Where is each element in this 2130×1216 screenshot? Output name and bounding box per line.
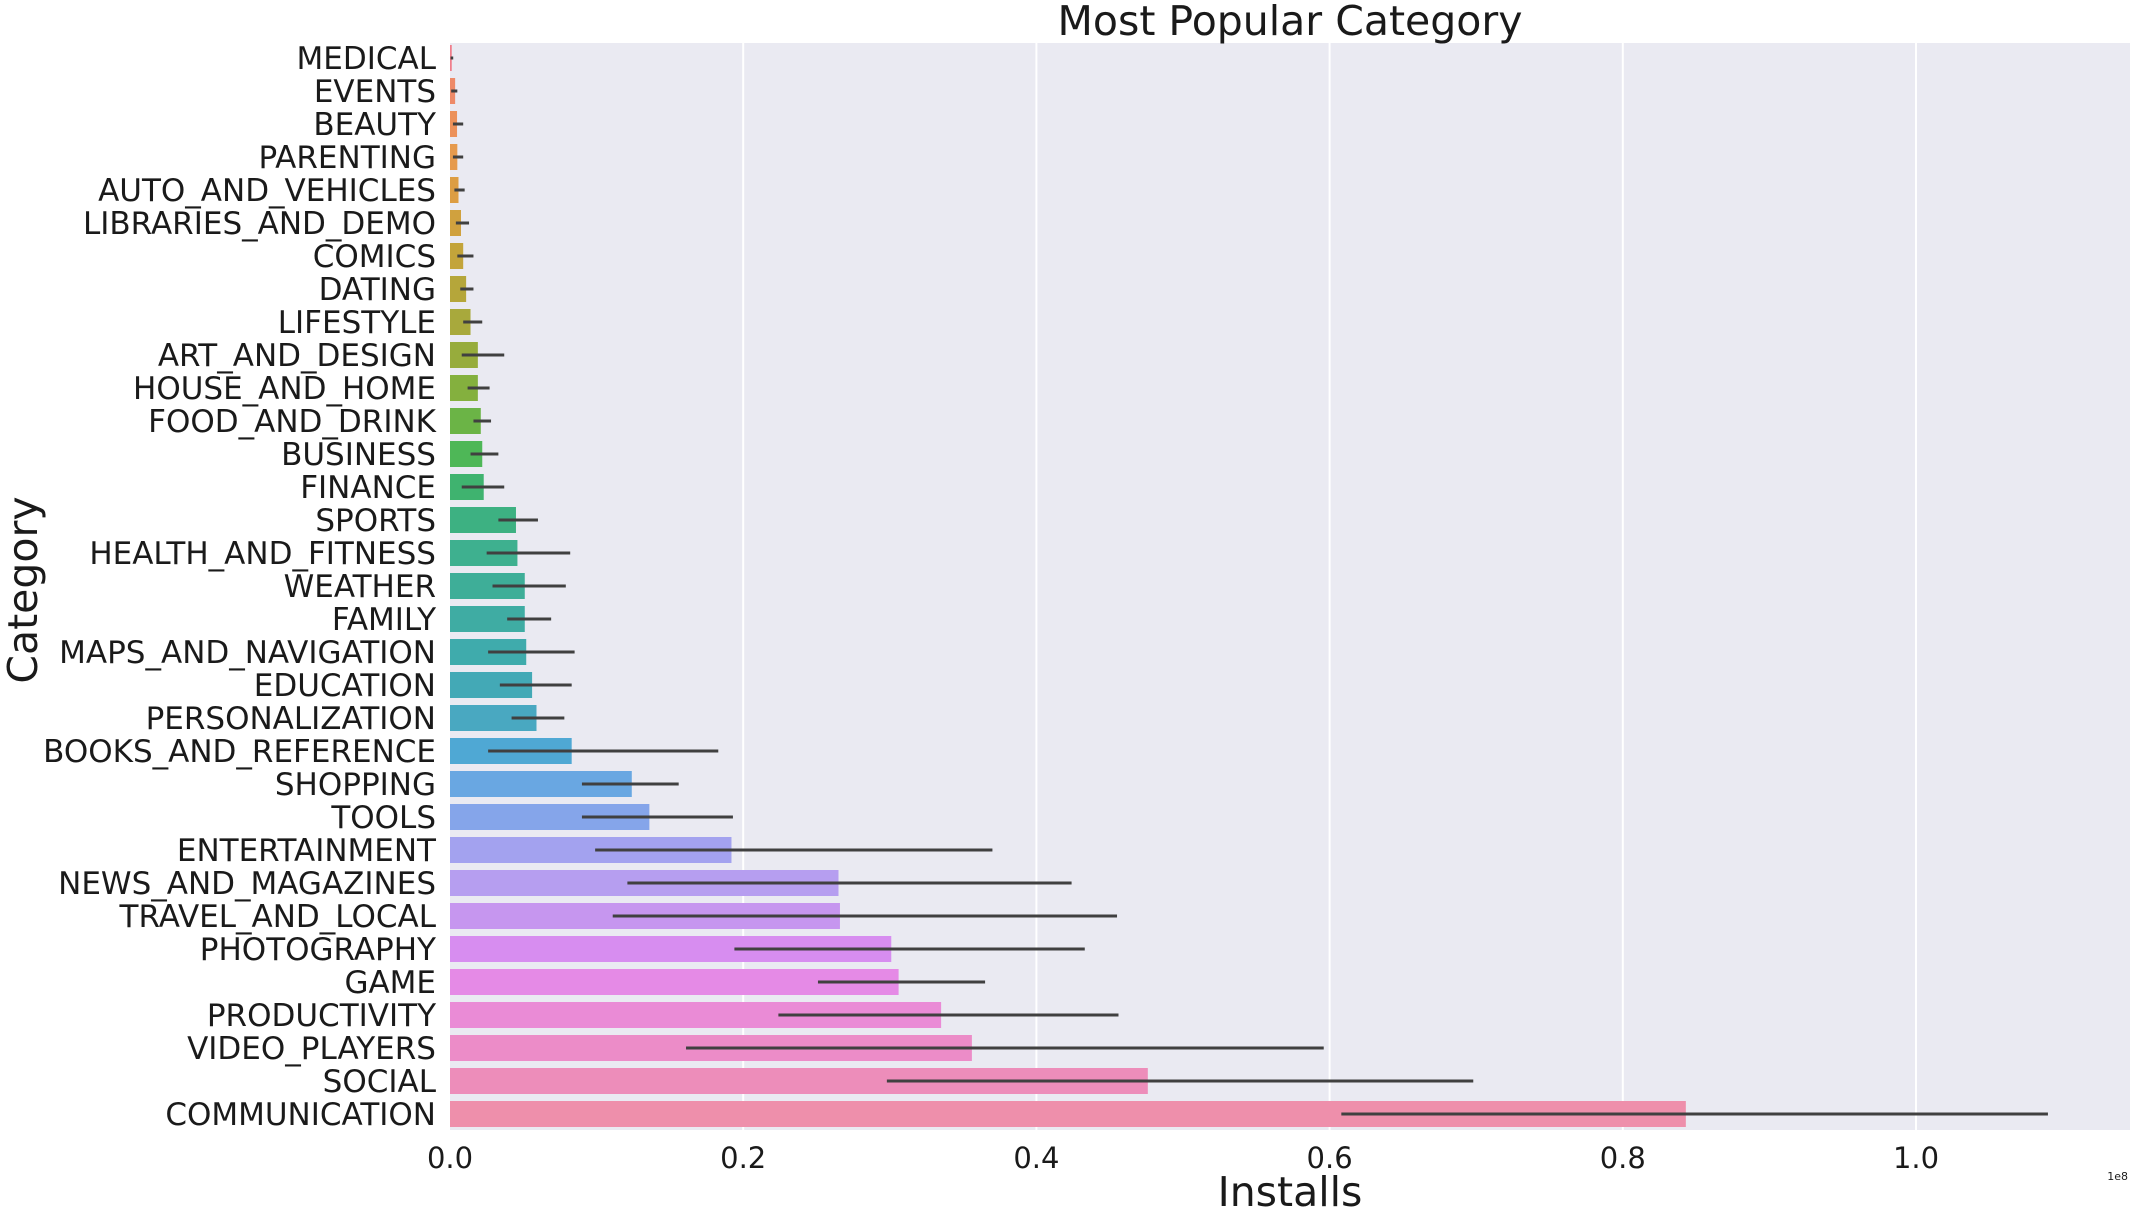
category-label: MAPS_AND_NAVIGATION bbox=[59, 635, 436, 671]
category-label: PARENTING bbox=[258, 140, 436, 176]
category-label: SOCIAL bbox=[323, 1064, 437, 1100]
chart-title: Most Popular Category bbox=[1058, 0, 1523, 45]
category-label: HEALTH_AND_FITNESS bbox=[89, 536, 436, 572]
error-bars bbox=[450, 56, 2048, 1116]
x-axis-title: Installs bbox=[1218, 1168, 1363, 1216]
x-tick-label: 0.0 bbox=[427, 1141, 473, 1175]
category-label: BUSINESS bbox=[281, 437, 436, 473]
category-label: FAMILY bbox=[332, 602, 436, 638]
category-label: LIBRARIES_AND_DEMO bbox=[83, 206, 436, 242]
category-label: BOOKS_AND_REFERENCE bbox=[43, 734, 436, 770]
bar bbox=[450, 177, 459, 203]
category-label: NEWS_AND_MAGAZINES bbox=[58, 866, 436, 902]
category-label: AUTO_AND_VEHICLES bbox=[98, 173, 436, 209]
x-tick-labels: 0.0 0.2 0.4 0.6 0.8 1.0 bbox=[427, 1141, 1939, 1175]
category-label: LIFESTYLE bbox=[278, 305, 436, 341]
category-label: ART_AND_DESIGN bbox=[158, 338, 436, 374]
category-label: FOOD_AND_DRINK bbox=[148, 404, 437, 440]
category-label: TRAVEL_AND_LOCAL bbox=[119, 899, 437, 935]
category-label: COMICS bbox=[313, 239, 436, 275]
category-label: SPORTS bbox=[315, 503, 436, 539]
category-label: COMMUNICATION bbox=[165, 1097, 436, 1133]
bar bbox=[450, 276, 467, 302]
bar bbox=[450, 210, 461, 236]
x-tick-label: 0.4 bbox=[1013, 1141, 1059, 1175]
category-label: PRODUCTIVITY bbox=[207, 998, 436, 1034]
category-label: DATING bbox=[319, 272, 436, 308]
category-label: VIDEO_PLAYERS bbox=[187, 1031, 436, 1067]
category-label: WEATHER bbox=[284, 569, 436, 605]
y-axis-title: Category bbox=[0, 496, 47, 683]
category-label: PERSONALIZATION bbox=[146, 701, 436, 737]
category-label: EDUCATION bbox=[254, 668, 436, 704]
x-axis-exponent: 1e8 bbox=[2107, 1170, 2128, 1183]
category-label: PHOTOGRAPHY bbox=[200, 932, 436, 968]
category-label: MEDICAL bbox=[297, 41, 437, 77]
category-labels: MEDICALEVENTSBEAUTYPARENTINGAUTO_AND_VEH… bbox=[43, 41, 437, 1133]
category-label: TOOLS bbox=[330, 800, 436, 836]
category-label: FINANCE bbox=[300, 470, 436, 506]
category-label: GAME bbox=[344, 965, 436, 1001]
x-tick-label: 0.8 bbox=[1600, 1141, 1646, 1175]
bar bbox=[450, 309, 471, 335]
category-label: EVENTS bbox=[314, 74, 436, 110]
x-tick-label: 0.6 bbox=[1307, 1141, 1353, 1175]
category-label: SHOPPING bbox=[275, 767, 436, 803]
x-tick-label: 0.2 bbox=[720, 1141, 766, 1175]
plot-area bbox=[450, 43, 2130, 1130]
x-tick-label: 1.0 bbox=[1893, 1141, 1939, 1175]
bar bbox=[450, 243, 464, 269]
category-label: ENTERTAINMENT bbox=[177, 833, 437, 869]
category-label: BEAUTY bbox=[313, 107, 436, 143]
category-label: HOUSE_AND_HOME bbox=[133, 371, 436, 407]
